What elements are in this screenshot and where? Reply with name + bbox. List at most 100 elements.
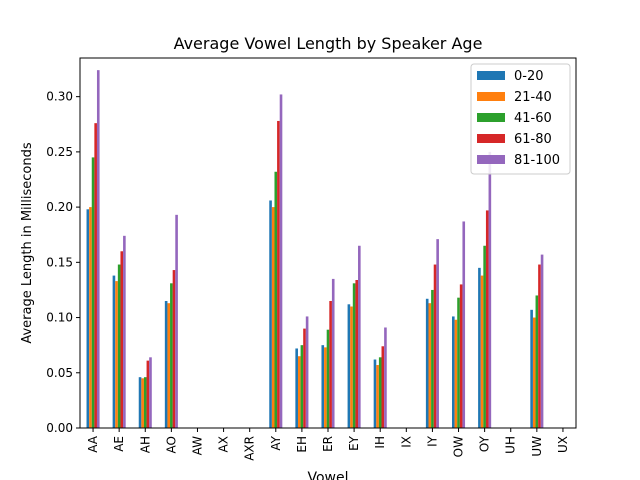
y-tick-label: 0.00 bbox=[46, 421, 73, 435]
bar-ao-series-2 bbox=[170, 283, 173, 428]
bar-eh-series-0 bbox=[295, 348, 298, 428]
bar-ih-series-0 bbox=[373, 359, 377, 428]
bar-uw-series-0 bbox=[530, 309, 533, 428]
bar-ay-series-1 bbox=[271, 207, 275, 428]
bar-ey-series-0 bbox=[347, 304, 351, 428]
bar-eh-series-3 bbox=[303, 328, 306, 428]
x-tick-label-eh: EH bbox=[295, 436, 309, 453]
bar-aa-series-3 bbox=[94, 123, 97, 428]
bar-aa-series-1 bbox=[89, 207, 92, 428]
x-tick-label-er: ER bbox=[321, 436, 335, 452]
bar-iy-series-3 bbox=[433, 264, 437, 428]
x-tick-label-ae: AE bbox=[112, 436, 126, 452]
bar-ae-series-1 bbox=[115, 281, 118, 428]
bar-ah-series-0 bbox=[138, 377, 142, 428]
x-tick-label-axr: AXR bbox=[243, 436, 257, 461]
x-tick-label-ih: IH bbox=[373, 436, 387, 449]
bar-ey-series-3 bbox=[355, 280, 359, 428]
bar-ay-series-2 bbox=[274, 171, 278, 428]
bar-ow-series-3 bbox=[459, 284, 463, 428]
bar-ah-series-2 bbox=[143, 377, 147, 428]
bar-ae-series-0 bbox=[112, 275, 116, 428]
legend-swatch bbox=[477, 155, 505, 164]
bar-ih-series-2 bbox=[378, 357, 382, 428]
bar-er-series-4 bbox=[331, 278, 335, 428]
bar-ay-series-4 bbox=[279, 94, 283, 428]
bar-uw-series-3 bbox=[538, 264, 541, 428]
x-tick-label-oy: OY bbox=[478, 435, 492, 452]
y-tick-label: 0.30 bbox=[46, 90, 73, 104]
chart-title: Average Vowel Length by Speaker Age bbox=[174, 34, 483, 53]
bar-aa-series-4 bbox=[96, 70, 100, 429]
legend-swatch bbox=[477, 113, 505, 122]
x-tick-label-ux: UX bbox=[556, 436, 570, 453]
bar-er-series-1 bbox=[324, 347, 327, 428]
legend-box bbox=[470, 63, 571, 175]
bar-ae-series-3 bbox=[120, 251, 124, 428]
legend-swatch bbox=[477, 134, 505, 143]
bar-er-series-3 bbox=[329, 300, 332, 428]
bar-uw-series-2 bbox=[535, 295, 539, 428]
bar-eh-series-4 bbox=[305, 316, 309, 428]
bar-ow-series-0 bbox=[452, 316, 455, 428]
x-tick-label-ey: EY bbox=[347, 435, 361, 451]
y-tick-label: 0.20 bbox=[46, 200, 73, 214]
bar-oy-series-3 bbox=[485, 210, 489, 428]
bar-aa-series-2 bbox=[91, 157, 95, 428]
bars-group bbox=[86, 70, 544, 429]
bar-ih-series-1 bbox=[376, 365, 379, 428]
bar-ey-series-1 bbox=[350, 306, 353, 428]
legend-label: 0-20 bbox=[514, 69, 544, 84]
bar-er-series-2 bbox=[326, 329, 330, 428]
x-axis: AA AE AH AO AW AX AXR AY EH ER EY IH IX IY OW OY UH UW UX bbox=[86, 428, 570, 461]
y-tick-label: 0.10 bbox=[46, 311, 73, 325]
x-tick-label-ao: AO bbox=[164, 436, 178, 453]
bar-ey-series-2 bbox=[352, 283, 356, 428]
bar-oy-series-2 bbox=[483, 245, 486, 428]
bar-iy-series-0 bbox=[425, 298, 429, 428]
legend-swatch bbox=[477, 92, 505, 101]
bar-ih-series-3 bbox=[381, 346, 385, 428]
bar-oy-series-4 bbox=[488, 151, 492, 428]
legend-swatch bbox=[477, 71, 505, 80]
legend-label: 61-80 bbox=[514, 132, 552, 147]
y-axis: 0.00 0.05 0.10 0.15 0.20 0.25 0.30 bbox=[46, 90, 80, 435]
bar-iy-series-4 bbox=[436, 239, 439, 428]
x-tick-label-aw: AW bbox=[190, 436, 204, 456]
x-tick-label-iy: IY bbox=[425, 435, 439, 447]
bar-iy-series-2 bbox=[431, 289, 434, 428]
bar-ah-series-1 bbox=[141, 378, 144, 428]
bar-ae-series-2 bbox=[117, 264, 121, 428]
bar-ay-series-3 bbox=[277, 120, 280, 429]
bar-ah-series-3 bbox=[146, 360, 150, 428]
bar-ow-series-1 bbox=[454, 319, 458, 428]
bar-aa-series-0 bbox=[86, 209, 90, 428]
bar-iy-series-1 bbox=[428, 303, 432, 428]
x-axis-label: Vowel bbox=[307, 470, 348, 480]
legend: 0-20 21-40 41-60 61-80 81-100 bbox=[470, 63, 571, 175]
x-tick-label-ax: AX bbox=[217, 436, 231, 452]
bar-ao-series-4 bbox=[175, 214, 178, 428]
bar-ow-series-2 bbox=[457, 297, 460, 428]
bar-ey-series-4 bbox=[358, 245, 361, 428]
y-tick-label: 0.15 bbox=[46, 255, 73, 269]
x-tick-label-ix: IX bbox=[399, 436, 413, 448]
y-axis-label: Average Length in Milliseconds bbox=[20, 142, 35, 343]
y-tick-label: 0.25 bbox=[46, 145, 73, 159]
x-tick-label-uw: UW bbox=[530, 436, 544, 457]
legend-label: 21-40 bbox=[514, 90, 552, 105]
bar-eh-series-2 bbox=[300, 345, 304, 428]
x-tick-label-uh: UH bbox=[504, 436, 518, 454]
bar-ao-series-1 bbox=[167, 303, 171, 428]
x-tick-label-ah: AH bbox=[138, 436, 152, 453]
bar-er-series-0 bbox=[321, 345, 325, 428]
bar-uw-series-1 bbox=[532, 317, 536, 428]
bar-uw-series-4 bbox=[540, 254, 544, 428]
bar-ao-series-0 bbox=[164, 300, 168, 428]
bar-oy-series-0 bbox=[478, 267, 481, 428]
x-tick-label-aa: AA bbox=[86, 435, 100, 453]
bar-ah-series-4 bbox=[149, 357, 152, 428]
bar-ow-series-4 bbox=[462, 221, 466, 428]
bar-ay-series-0 bbox=[269, 200, 272, 428]
